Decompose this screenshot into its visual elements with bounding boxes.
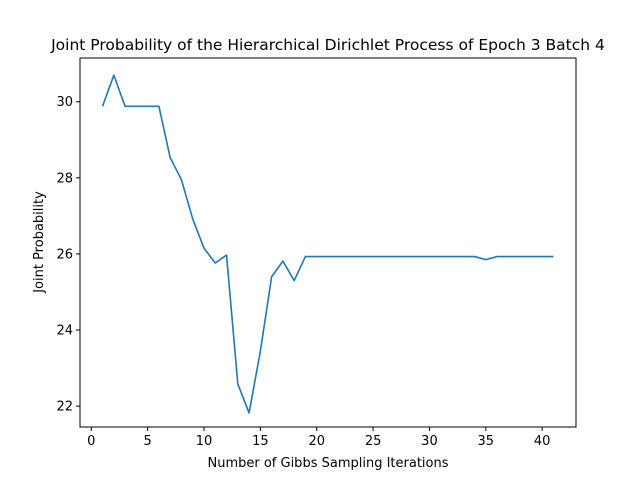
x-tick-label: 25 [365,434,382,449]
x-tick-label: 15 [252,434,269,449]
y-axis-ticks: 22 24 26 28 30 [56,95,80,415]
x-tick-label: 0 [87,434,95,449]
y-tick-label: 22 [56,400,73,415]
x-tick-label: 10 [196,434,213,449]
x-tick-label: 5 [143,434,151,449]
y-tick-label: 26 [56,247,73,262]
chart-title: Joint Probability of the Hierarchical Di… [50,36,605,54]
y-axis-label: Joint Probability [32,191,47,294]
plot-background [80,58,576,427]
series-layer [101,74,554,414]
x-axis-ticks: 0 5 10 15 20 25 30 35 40 [87,427,550,449]
x-tick-label: 20 [308,434,325,449]
x-tick-label: 40 [534,434,551,449]
series-line [101,74,554,414]
y-tick-label: 30 [56,95,73,110]
y-tick-label: 24 [56,323,73,338]
x-axis-label: Number of Gibbs Sampling Iterations [207,456,448,471]
x-tick-label: 35 [478,434,495,449]
y-tick-label: 28 [56,171,73,186]
plot-frame [79,57,577,428]
x-tick-label: 30 [421,434,438,449]
